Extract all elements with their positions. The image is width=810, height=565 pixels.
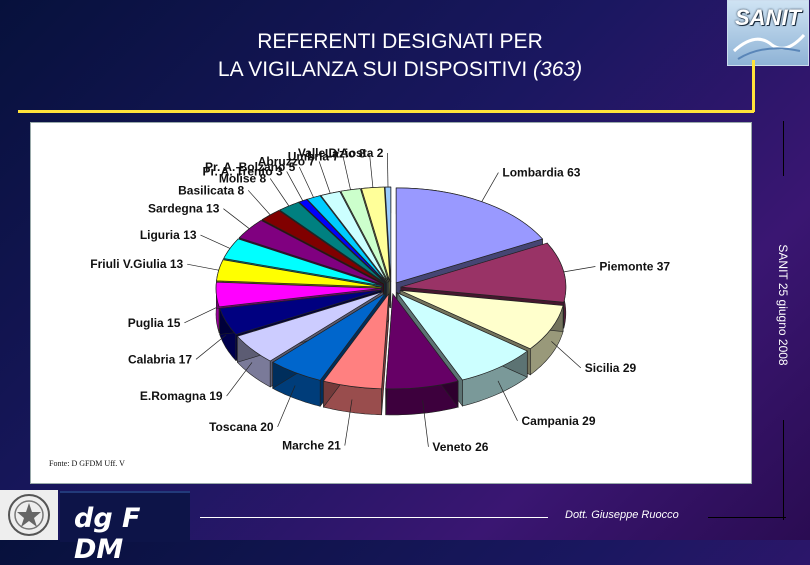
title-line-2-text: LA VIGILANZA SUI DISPOSITIVI: [217, 58, 528, 81]
logo-text: SANIT: [735, 5, 801, 30]
pie-leader-line: [497, 380, 518, 421]
footer-author: Dott. Giuseppe Ruocco: [565, 509, 679, 521]
pie-label: Valle D'Aosta 2: [298, 146, 384, 160]
pie-label: Sicilia 29: [585, 361, 637, 375]
footer-rule-right: [708, 517, 786, 518]
pie-leader-line: [387, 152, 389, 188]
pie-slice-calabria: [219, 289, 382, 335]
pie-slice-friuli-v-giulia: [216, 259, 382, 288]
title-corner-line: [752, 60, 755, 112]
pie-slice-campania: [396, 291, 528, 381]
pie-slice-e-romagna: [236, 291, 384, 362]
pie-slice-pr-a-bolzano: [306, 195, 387, 283]
pie-leader-line: [481, 172, 499, 202]
pie-slice-veneto: [385, 292, 459, 390]
pie-label: Basilicata 8: [178, 183, 244, 197]
pie-label: Umbria 7: [288, 150, 340, 164]
pie-leader-line: [195, 334, 227, 360]
pie-leader-line: [318, 161, 331, 194]
pie-slice-valle-d-aosta: [384, 186, 392, 283]
pie-slice-lombardia: [395, 187, 544, 284]
pie-label: Toscana 20: [209, 420, 274, 434]
pie-label: E.Romagna 19: [140, 389, 223, 403]
pie-label: Veneto 26: [432, 440, 488, 454]
side-rule-bottom: [783, 420, 784, 520]
pie-leader-line: [223, 208, 250, 229]
pie-leader-line: [342, 156, 351, 190]
pie-slice-sardegna: [238, 219, 384, 285]
pie-slice-puglia: [215, 281, 382, 308]
pie-slice-abruzzo: [320, 191, 388, 283]
pie-label: Pr. A. Bolzano 5: [205, 160, 296, 174]
pie-label: Liguria 13: [140, 228, 197, 242]
pie-label: Piemonte 37: [599, 260, 670, 274]
title-underline: [18, 110, 754, 113]
pie-label: Marche 21: [282, 439, 341, 453]
pie-label: Lazio 8: [325, 147, 366, 161]
pie-label: Pr. A. Trento 3: [202, 164, 283, 178]
pie-label: Calabria 17: [128, 352, 192, 366]
emblem-star-icon: [8, 494, 50, 536]
pie-slice-lazio: [361, 186, 391, 283]
pie-slice-umbria: [340, 188, 390, 283]
pie-label: Molise 8: [219, 171, 267, 185]
side-date-label: SANIT 25 giugno 2008: [776, 244, 790, 366]
pie-leader-line: [369, 153, 374, 188]
pie-label: Lombardia 63: [502, 166, 580, 180]
dgfdm-brand: dg F DM: [60, 491, 190, 565]
pie-leader-line: [269, 178, 290, 207]
title-line-2: LA VIGILANZA SUI DISPOSITIVI (363): [150, 56, 650, 84]
republic-emblem: [0, 490, 58, 540]
pie-chart-panel: Lombardia 63 Piemonte 37 Sicilia 29 Campani…: [30, 122, 752, 484]
pie-leader-line: [200, 234, 231, 249]
pie-label: Puglia 15: [128, 316, 181, 330]
pie-label: Abruzzo 7: [258, 154, 316, 168]
sanit-logo: SANIT: [727, 0, 809, 66]
slide-title: REFERENTI DESIGNATI PER LA VIGILANZA SUI…: [150, 28, 650, 84]
footer-rule: [200, 517, 548, 518]
title-line-1: REFERENTI DESIGNATI PER: [257, 30, 543, 53]
title-count: (363): [533, 58, 583, 81]
brand-text: dg F DM: [74, 503, 141, 565]
logo-swoosh-icon: [732, 33, 806, 60]
pie-leader-line: [563, 266, 596, 273]
pie-slice-toscana: [272, 292, 386, 381]
side-rule-top: [783, 121, 784, 176]
pie-label: Sardegna 13: [148, 202, 220, 216]
pie-leader-line: [286, 171, 304, 201]
pie-slice-sicilia: [400, 290, 564, 350]
pie-leader-line: [184, 307, 217, 324]
pie-slice-basilicata: [261, 210, 385, 284]
pie-leader-line: [247, 190, 271, 216]
pie-leader-line: [551, 341, 582, 369]
pie-leader-line: [187, 263, 219, 271]
pie-leader-line: [298, 166, 314, 198]
pie-label: Friuli V.Giulia 13: [90, 257, 183, 271]
source-note: Fonte: D GFDM Uff. V: [49, 459, 125, 468]
pie-leader-line: [226, 362, 253, 397]
pie-leader-line: [344, 399, 353, 446]
pie-chart: Lombardia 63 Piemonte 37 Sicilia 29 Campani…: [90, 146, 670, 454]
pie-label: Campania 29: [522, 414, 596, 428]
pie-leader-line: [422, 400, 429, 447]
pie-leader-line: [277, 385, 296, 428]
pie-slice-liguria: [223, 238, 382, 286]
pie-slice-marche: [322, 292, 390, 390]
